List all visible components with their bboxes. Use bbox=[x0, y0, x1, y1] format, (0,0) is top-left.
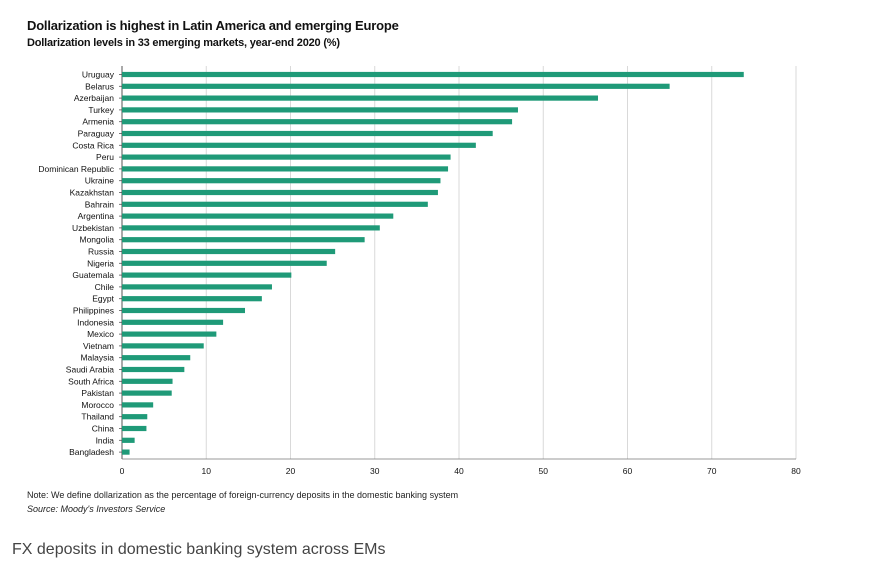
bar bbox=[122, 95, 599, 101]
category-label: Egypt bbox=[92, 294, 114, 304]
x-tick-label: 60 bbox=[623, 466, 633, 476]
bar bbox=[122, 154, 451, 160]
category-label: Indonesia bbox=[77, 317, 114, 327]
category-label: Malaysia bbox=[80, 353, 114, 363]
bar bbox=[122, 130, 493, 137]
x-tick-label: 0 bbox=[120, 466, 125, 476]
chart-note: Note: We define dollarization as the per… bbox=[27, 490, 459, 500]
category-label: Costa Rica bbox=[72, 140, 114, 150]
x-tick-label: 70 bbox=[707, 466, 717, 476]
bar bbox=[122, 449, 130, 455]
bar bbox=[122, 331, 217, 337]
bar bbox=[122, 390, 172, 396]
x-tick-label: 40 bbox=[454, 466, 464, 476]
category-label: Guatemala bbox=[72, 270, 114, 280]
bar bbox=[122, 119, 513, 125]
bar bbox=[122, 355, 191, 361]
category-label: Uzbekistan bbox=[72, 223, 114, 233]
x-tick-label: 30 bbox=[370, 466, 380, 476]
bar bbox=[122, 178, 441, 184]
bar bbox=[122, 296, 262, 302]
category-label: Pakistan bbox=[81, 388, 114, 398]
category-label: Morocco bbox=[81, 400, 114, 410]
bar bbox=[122, 402, 154, 408]
bar bbox=[122, 284, 272, 290]
bar bbox=[122, 425, 147, 432]
bar bbox=[122, 201, 428, 207]
bar bbox=[122, 213, 394, 219]
category-label: Belarus bbox=[85, 81, 114, 91]
bar bbox=[122, 437, 135, 443]
bar bbox=[122, 71, 744, 78]
bar bbox=[122, 83, 670, 89]
category-label: Armenia bbox=[82, 117, 114, 127]
category-label: Azerbaijan bbox=[74, 93, 114, 103]
x-tick-label: 50 bbox=[539, 466, 549, 476]
category-label: Peru bbox=[96, 152, 114, 162]
category-label: India bbox=[96, 435, 115, 445]
category-label: Mongolia bbox=[80, 235, 115, 245]
category-label: Bangladesh bbox=[69, 447, 114, 457]
bar bbox=[122, 366, 185, 373]
bar bbox=[122, 166, 449, 172]
bar bbox=[122, 378, 173, 384]
category-label: Mexico bbox=[87, 329, 114, 339]
bar bbox=[122, 189, 438, 196]
category-label: Argentina bbox=[78, 211, 115, 221]
bar bbox=[122, 237, 365, 243]
category-label: Bahrain bbox=[85, 199, 115, 209]
category-label: Chile bbox=[95, 282, 115, 292]
category-label: Paraguay bbox=[78, 129, 115, 139]
category-label: South Africa bbox=[68, 376, 114, 386]
bar bbox=[122, 107, 518, 113]
category-label: Nigeria bbox=[87, 258, 114, 268]
x-tick-label: 20 bbox=[286, 466, 296, 476]
chart-figure: Dollarization is highest in Latin Americ… bbox=[27, 18, 801, 514]
category-label: Saudi Arabia bbox=[66, 365, 114, 375]
bar bbox=[122, 272, 292, 278]
x-tick-label: 80 bbox=[791, 466, 801, 476]
bar bbox=[122, 142, 476, 148]
chart-source: Source: Moody's Investors Service bbox=[27, 504, 166, 514]
category-label: Philippines bbox=[73, 306, 114, 316]
bar bbox=[122, 225, 380, 231]
category-label: Kazakhstan bbox=[70, 188, 115, 198]
chart-subtitle: Dollarization levels in 33 emerging mark… bbox=[27, 37, 340, 49]
category-label: Dominican Republic bbox=[38, 164, 114, 174]
category-label: Turkey bbox=[88, 105, 114, 115]
bar bbox=[122, 343, 204, 349]
bar bbox=[122, 307, 246, 314]
category-label: Thailand bbox=[81, 412, 114, 422]
category-label: China bbox=[92, 424, 114, 434]
category-label: Uruguay bbox=[82, 70, 115, 80]
bar bbox=[122, 319, 224, 325]
bar bbox=[122, 260, 327, 266]
bar bbox=[122, 248, 336, 255]
bar bbox=[122, 414, 148, 420]
category-label: Ukraine bbox=[85, 176, 115, 186]
chart-title: Dollarization is highest in Latin Americ… bbox=[27, 18, 399, 33]
category-label: Russia bbox=[88, 247, 114, 257]
category-label: Vietnam bbox=[83, 341, 114, 351]
image-caption: FX deposits in domestic banking system a… bbox=[12, 541, 386, 558]
x-tick-label: 10 bbox=[202, 466, 212, 476]
